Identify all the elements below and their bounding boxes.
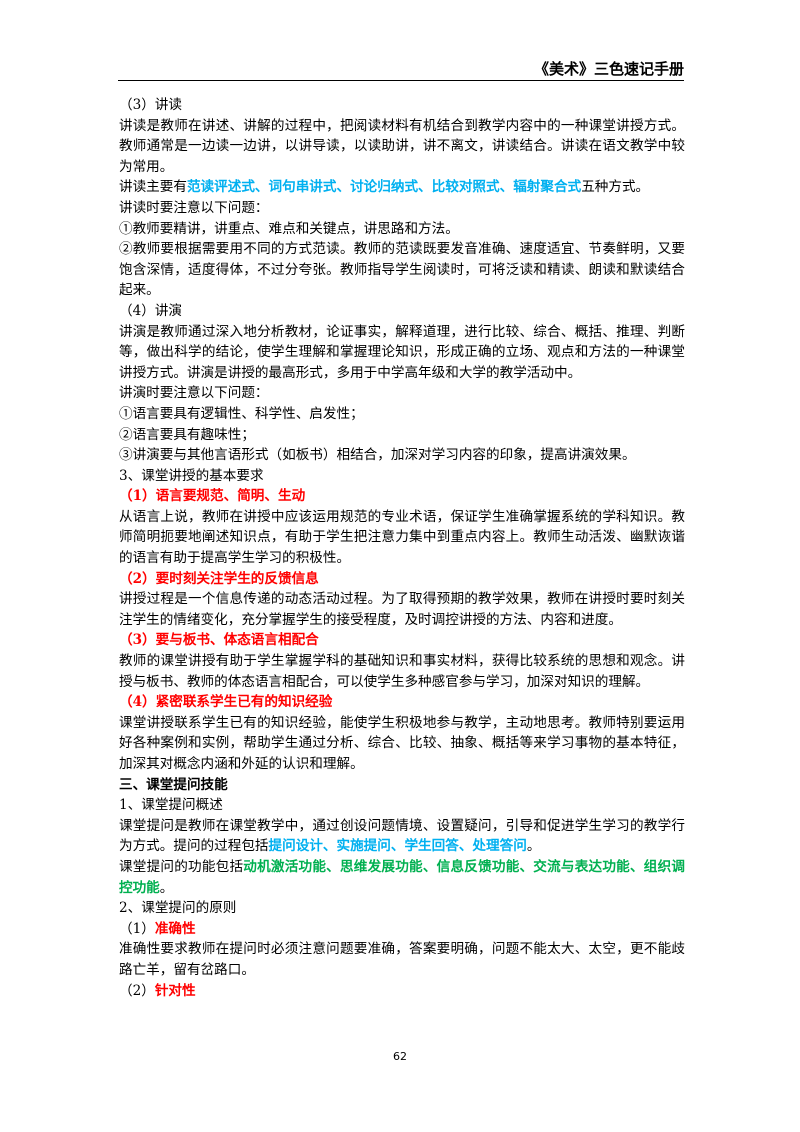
body: （3）讲读讲读是教师在讲述、讲解的过程中，把阅读材料有机结合到教学内容中的一种课… [119,95,685,1001]
paragraph: 从语言上说，教师在讲授中应该运用规范的专业术语，保证学生准确掌握系统的学科知识。… [119,507,685,569]
paragraph: （3）要与板书、体态语言相配合 [119,630,685,651]
text-run: 范读评述式、词句串讲式、讨论归纳式、比较对照式、辐射聚合式 [186,179,582,196]
text-run: 2、课堂提问的原则 [119,900,237,917]
paragraph: 讲演时要注意以下问题： [119,383,685,404]
header: 《美术》三色速记手册 [118,58,684,81]
text-run: ③讲演要与其他言语形式（如板书）相结合，加深对学习内容的印象，提高讲演效果。 [119,447,636,464]
text-run: 3、课堂讲授的基本要求 [119,467,264,484]
text-run: 从语言上说，教师在讲授中应该运用规范的专业术语，保证学生准确掌握系统的学科知识。… [119,508,685,567]
text-run: ②语言要具有趣味性； [119,426,255,443]
paragraph: 讲演是教师通过深入地分析教材，论证事实，解释道理，进行比较、综合、概括、推理、判… [119,322,685,384]
text-run: 讲读主要有 [119,179,187,196]
text-run: （1）语言要规范、简明、生动 [119,488,306,505]
text-run: ①语言要具有逻辑性、科学性、启发性； [119,405,364,422]
text-run: 。 [526,838,541,855]
paragraph: （2）要时刻关注学生的反馈信息 [119,569,685,590]
text-run: 教师的课堂讲授有助于学生掌握学科的基础知识和事实材料，获得比较系统的思想和观念。… [119,653,685,690]
paragraph: 讲授过程是一个信息传递的动态活动过程。为了取得预期的教学效果，教师在讲授时要时刻… [119,589,685,630]
header-title: 《美术》三色速记手册 [533,60,684,78]
text-run: 针对性 [154,982,196,999]
paragraph: 课堂提问是教师在课堂教学中，通过创设问题情境、设置疑问，引导和促进学生学习的教学… [119,816,685,857]
paragraph: 课堂讲授联系学生已有的知识经验，能使学生积极地参与教学，主动地思考。教师特别要运… [119,713,685,775]
text-run: （2）要时刻关注学生的反馈信息 [119,570,319,587]
text-run: 五种方式。 [581,179,650,196]
text-run: 三、课堂提问技能 [119,776,228,793]
paragraph: ①语言要具有逻辑性、科学性、启发性； [119,404,685,425]
text-run: 准确性要求教师在提问时必须注意问题要准确，答案要明确，问题不能太大、太空，更不能… [119,941,685,978]
text-run: 准确性 [154,920,196,937]
paragraph: 3、课堂讲授的基本要求 [119,466,685,487]
paragraph: ③讲演要与其他言语形式（如板书）相结合，加深对学习内容的印象，提高讲演效果。 [119,445,685,466]
text-run: 讲演时要注意以下问题： [119,385,269,402]
text-run: 讲授过程是一个信息传递的动态活动过程。为了取得预期的教学效果，教师在讲授时要时刻… [119,591,685,628]
paragraph: ②教师要根据需要用不同的方式范读。教师的范读既要发音准确、速度适宜、节奏鲜明，又… [119,239,685,301]
text-run: （3）讲读 [119,97,183,113]
page-number: 62 [393,1050,407,1063]
text-run: 课堂讲授联系学生已有的知识经验，能使学生积极地参与教学，主动地思考。教师特别要运… [119,714,685,772]
text-run: 讲读是教师在讲述、讲解的过程中，把阅读材料有机结合到教学内容中的一种课堂讲授方式… [119,117,685,175]
text-run: （4）紧密联系学生已有的知识经验 [119,694,333,711]
paragraph: 课堂提问的功能包括动机激活功能、思维发展功能、信息反馈功能、交流与表达功能、组织… [119,857,685,898]
paragraph: 教师的课堂讲授有助于学生掌握学科的基础知识和事实材料，获得比较系统的思想和观念。… [119,651,685,692]
text-run: （1） [119,920,155,937]
paragraph: ②语言要具有趣味性； [119,425,685,446]
paragraph: 讲读时要注意以下问题： [119,198,685,219]
text-run: 课堂提问的功能包括 [119,858,244,875]
paragraph: ①教师要精讲，讲重点、难点和关键点，讲思路和方法。 [119,219,685,240]
text-run: 。 [159,879,174,896]
paragraph: 2、课堂提问的原则 [119,898,685,919]
text-run: （3）要与板书、体态语言相配合 [119,632,319,649]
paragraph: 准确性要求教师在提问时必须注意问题要准确，答案要明确，问题不能太大、太空，更不能… [119,939,685,980]
paragraph: （4）紧密联系学生已有的知识经验 [119,692,685,713]
text-run: 课堂提问是教师在课堂教学中，通过创设问题情境、设置疑问，引导和促进学生学习的教学… [119,817,685,855]
text-run: 提问设计、实施提问、学生回答、处理答问 [268,838,527,855]
text-run: ①教师要精讲，讲重点、难点和关键点，讲思路和方法。 [119,220,459,237]
paragraph: 三、课堂提问技能 [119,775,685,796]
text-run: 动机激活功能、思维发展功能、信息反馈功能、交流与表达功能、组织调控功能 [119,858,686,896]
paragraph: 讲读是教师在讲述、讲解的过程中，把阅读材料有机结合到教学内容中的一种课堂讲授方式… [119,116,685,178]
paragraph: 1、课堂提问概述 [119,795,685,816]
paragraph: 讲读主要有范读评述式、词句串讲式、讨论归纳式、比较对照式、辐射聚合式五种方式。 [119,177,685,198]
paragraph: （4）讲演 [119,301,685,322]
text-run: 1、课堂提问概述 [119,797,223,814]
text-run: （2） [119,982,155,999]
paragraph: （2）针对性 [119,981,685,1002]
paragraph: （1）准确性 [119,919,685,940]
text-run: ②教师要根据需要用不同的方式范读。教师的范读既要发音准确、速度适宜、节奏鲜明，又… [119,241,685,299]
paragraph: （1）语言要规范、简明、生动 [119,486,685,507]
paragraph: （3）讲读 [119,95,685,116]
footer: 62 [0,1050,800,1063]
text-run: 讲读时要注意以下问题： [119,199,269,216]
text-run: 讲演是教师通过深入地分析教材，论证事实，解释道理，进行比较、综合、概括、推理、判… [119,323,685,381]
text-run: （4）讲演 [119,302,183,319]
